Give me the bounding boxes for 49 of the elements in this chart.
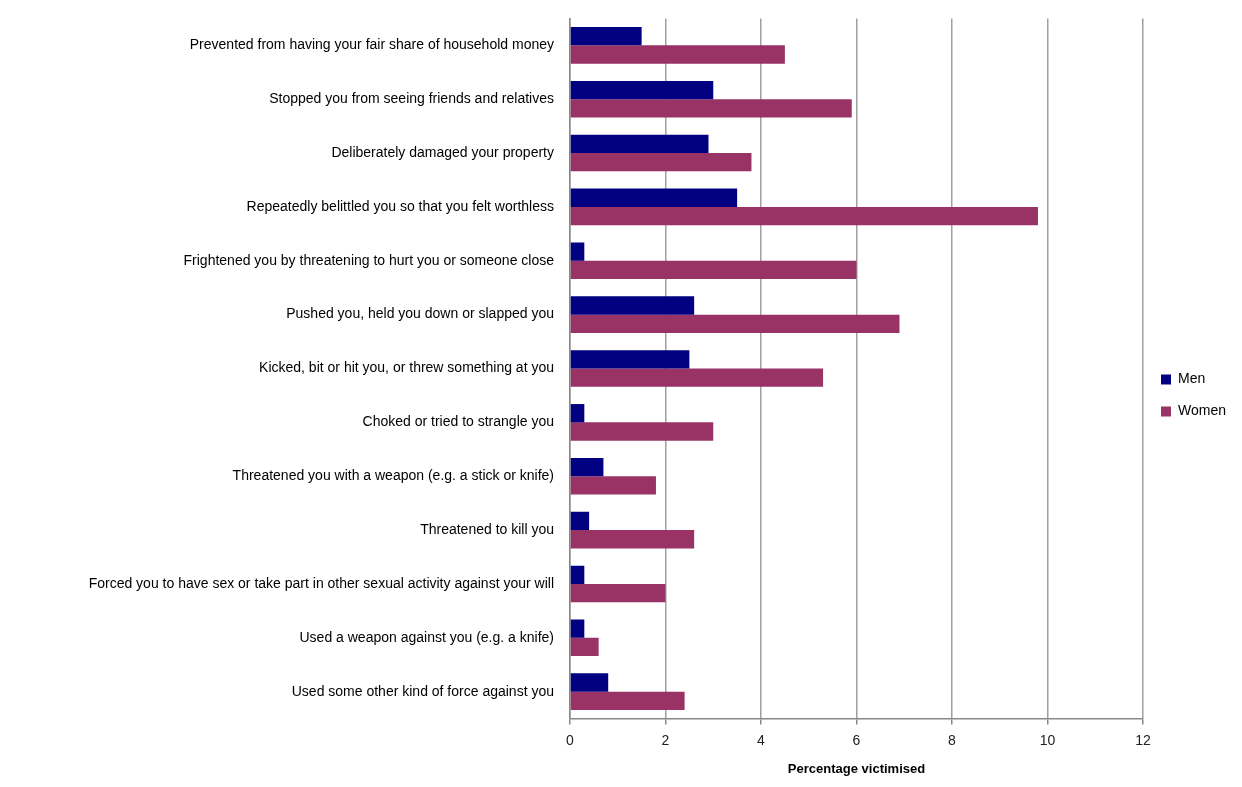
- bar: [570, 511, 590, 531]
- y-tick-label: Frightened you by threatening to hurt you or someone close: [183, 251, 555, 268]
- bar: [570, 637, 599, 657]
- y-tick-label: Threatened you with a weapon (e.g. a stick or knife): [232, 467, 554, 484]
- y-tick-label: Used some other kind of force against you: [291, 682, 554, 699]
- bar: [570, 476, 656, 495]
- bar: [570, 314, 900, 333]
- bar: [570, 565, 585, 584]
- y-tick-label: Prevented from having your fair share of household money: [189, 36, 554, 53]
- bar: [570, 619, 585, 638]
- bar: [570, 260, 857, 280]
- bar: [570, 350, 690, 369]
- x-tick-label: 10: [1039, 731, 1056, 748]
- y-tick-label: Forced you to have sex or take part in other sexual activity against your will: [88, 574, 554, 591]
- y-tick-label: Pushed you, held you down or slapped you: [286, 305, 554, 322]
- y-tick-label: Kicked, bit or hit you, or threw something at you: [259, 359, 554, 376]
- bar: [570, 673, 609, 692]
- bar: [570, 583, 666, 603]
- x-tick-label: 4: [757, 731, 766, 748]
- x-tick-label: 2: [661, 731, 670, 748]
- y-tick-label: Choked or tried to strangle you: [362, 413, 554, 430]
- bar: [570, 188, 738, 207]
- x-tick-label: 0: [566, 731, 575, 748]
- y-tick-label: Used a weapon against you (e.g. a knife): [299, 628, 554, 645]
- legend-label: Men: [1178, 370, 1206, 387]
- bar: [570, 404, 585, 423]
- bar: [570, 206, 1038, 226]
- y-tick-label: Threatened to kill you: [420, 520, 554, 537]
- bar: [570, 691, 685, 710]
- bar: [570, 530, 695, 549]
- bar: [570, 242, 585, 261]
- bar: [570, 134, 709, 154]
- bar: [570, 80, 714, 100]
- y-tick-label: Deliberately damaged your property: [331, 143, 554, 160]
- bar: [570, 153, 752, 172]
- y-tick-label: Stopped you from seeing friends and relatives: [269, 90, 554, 107]
- x-tick-label: 8: [948, 731, 957, 748]
- bar: [570, 368, 824, 387]
- bar: [570, 27, 642, 46]
- bar: [570, 457, 604, 477]
- bar: [570, 422, 714, 441]
- bar: [570, 296, 695, 315]
- bar: [570, 99, 852, 118]
- x-tick-label: 6: [852, 731, 861, 748]
- x-tick-label: 12: [1135, 731, 1152, 748]
- bar: [570, 45, 785, 64]
- y-tick-label: Repeatedly belittled you so that you felt worthless: [246, 197, 554, 214]
- legend-label: Women: [1178, 402, 1226, 419]
- x-axis-title: Percentage victimised: [787, 760, 926, 776]
